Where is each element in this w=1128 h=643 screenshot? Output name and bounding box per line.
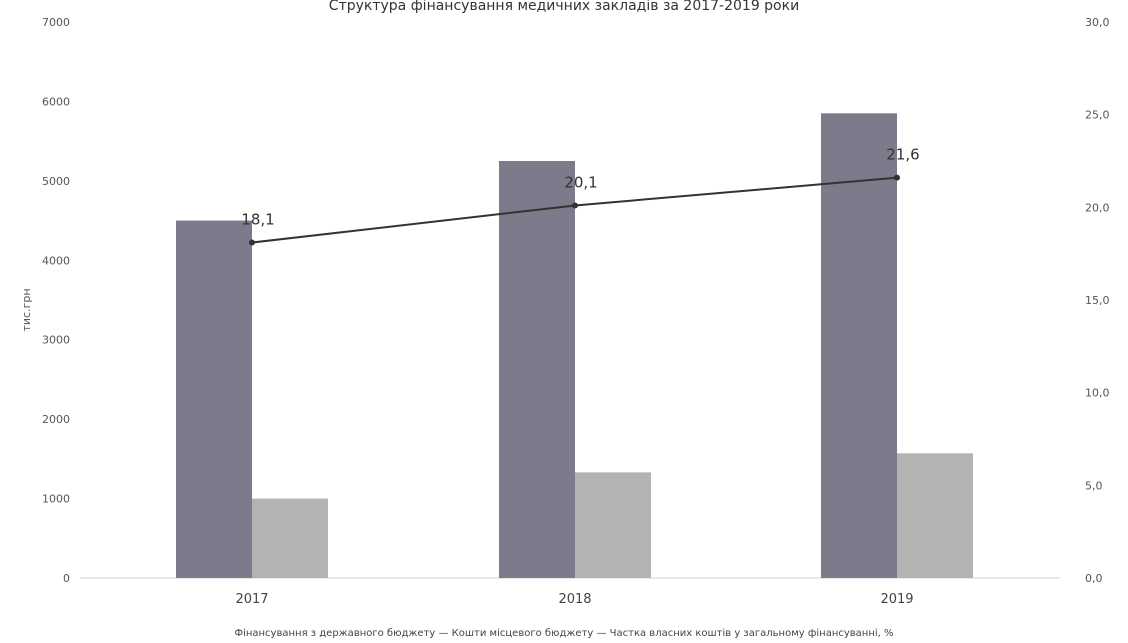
share-point-2019 <box>894 174 900 181</box>
y-axis-right: 0,0 5,0 10,0 15,0 20,0 25,0 30,0 <box>1085 16 1110 585</box>
x-tick-2018: 2018 <box>558 592 591 607</box>
y-axis-label: тис.грн <box>20 288 33 331</box>
bar-1-2019 <box>897 453 973 578</box>
y-tick-left-3: 3000 <box>42 334 70 347</box>
y-tick-right-6: 30,0 <box>1085 16 1110 29</box>
share-point-2018 <box>572 202 578 209</box>
share-point-2017 <box>249 239 255 246</box>
x-axis: 2017 2018 2019 <box>235 592 913 607</box>
y-tick-right-1: 5,0 <box>1085 479 1103 492</box>
bar-0-2019 <box>821 113 897 578</box>
share-label-2019: 21,6 <box>886 146 919 164</box>
y-tick-right-4: 20,0 <box>1085 201 1110 214</box>
y-tick-left-2: 2000 <box>42 413 70 426</box>
y-tick-right-5: 25,0 <box>1085 109 1110 122</box>
y-tick-right-0: 0,0 <box>1085 572 1103 585</box>
y-tick-left-0: 0 <box>63 572 70 585</box>
x-tick-2019: 2019 <box>880 592 913 607</box>
share-label-2018: 20,1 <box>564 173 597 191</box>
y-axis-left: 0 1000 2000 3000 4000 5000 6000 7000 <box>42 16 70 585</box>
chart-title: Структура фінансування медичних закладів… <box>329 0 799 14</box>
y-tick-left-6: 6000 <box>42 95 70 108</box>
y-tick-left-1: 1000 <box>42 493 70 506</box>
y-tick-right-2: 10,0 <box>1085 387 1110 400</box>
y-tick-left-5: 5000 <box>42 175 70 188</box>
y-tick-right-3: 15,0 <box>1085 294 1110 307</box>
x-tick-2017: 2017 <box>235 592 268 607</box>
bars <box>176 113 973 579</box>
bar-1-2018 <box>575 472 651 578</box>
bar-0-2017 <box>176 220 252 579</box>
share-label-2017: 18,1 <box>241 211 274 229</box>
share-line: 18,1 20,1 21,6 <box>241 146 920 246</box>
y-tick-left-7: 7000 <box>42 16 70 29</box>
bar-0-2018 <box>499 161 575 578</box>
bar-1-2017 <box>252 498 328 578</box>
y-tick-left-4: 4000 <box>42 254 70 267</box>
legend: Фінансування з державного бюджету — Кошт… <box>234 627 893 639</box>
